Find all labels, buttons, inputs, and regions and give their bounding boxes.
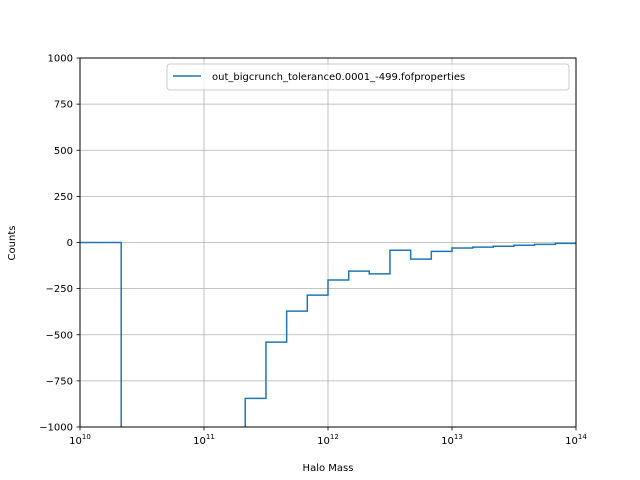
- y-tick-label: 0: [67, 238, 73, 249]
- legend-box: [166, 63, 570, 91]
- x-tick-base: 10: [565, 436, 578, 447]
- y-tick-label: 250: [54, 192, 73, 203]
- x-tick-exponent: 11: [206, 433, 215, 441]
- x-tick-base: 10: [69, 436, 82, 447]
- axis-ticks: 1010 1011 1012 1013 101410007505002500−250−5…: [39, 54, 587, 448]
- y-tick-label: 750: [54, 100, 73, 111]
- legend: out_bigcrunch_tolerance0.0001_-499.fofpr…: [166, 63, 570, 91]
- x-tick-base: 10: [441, 436, 454, 447]
- x-tick-label: 1011: [193, 433, 215, 447]
- x-tick-label: 1013: [441, 433, 463, 447]
- x-axis-label: Halo Mass: [303, 463, 354, 474]
- y-tick-label: 500: [54, 146, 73, 157]
- y-axis-label: Counts: [7, 226, 18, 261]
- x-tick-label: 1012: [317, 433, 339, 447]
- y-tick-label: −750: [46, 376, 73, 387]
- series-layer: [80, 241, 576, 427]
- x-tick-label: 1010: [69, 433, 91, 447]
- x-tick-base: 10: [193, 436, 206, 447]
- x-tick-exponent: 10: [82, 433, 91, 441]
- x-tick-exponent: 13: [454, 433, 463, 441]
- x-tick-exponent: 14: [578, 433, 587, 441]
- series-line: [80, 241, 576, 427]
- y-tick-label: −1000: [39, 423, 73, 434]
- y-tick-label: −500: [46, 330, 73, 341]
- x-tick-label: 1014: [565, 433, 587, 447]
- y-tick-label: 1000: [48, 54, 73, 65]
- legend-label: out_bigcrunch_tolerance0.0001_-499.fofpr…: [212, 72, 465, 83]
- x-tick-exponent: 12: [330, 433, 339, 441]
- y-tick-label: −250: [46, 284, 73, 295]
- x-tick-base: 10: [317, 436, 330, 447]
